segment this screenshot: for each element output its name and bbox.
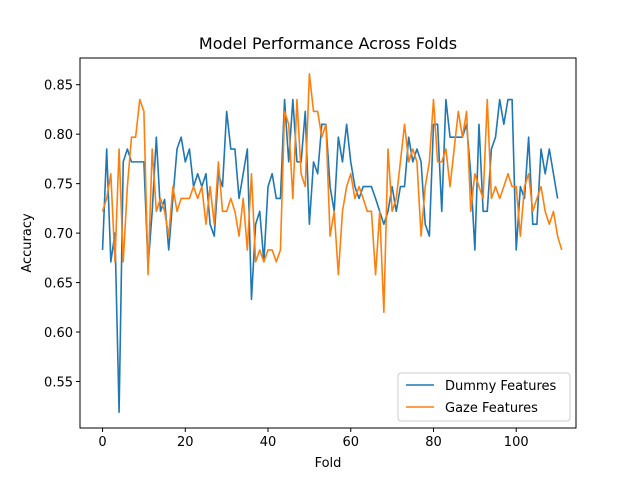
legend-box xyxy=(397,372,571,422)
x-tick-label: 20 xyxy=(177,435,194,450)
x-axis-label: Fold xyxy=(315,456,342,471)
axes-frame xyxy=(79,57,577,429)
chart-title: Model Performance Across Folds xyxy=(199,34,457,53)
y-axis-label: Accuracy xyxy=(20,213,35,273)
series-line-gaze-features xyxy=(101,73,563,314)
x-tick-label: 60 xyxy=(342,435,359,450)
x-axis-ticks: 0 20 40 60 80 100 xyxy=(98,428,529,450)
x-tick-label: 80 xyxy=(425,435,442,450)
y-tick-label: 0.55 xyxy=(44,376,73,391)
x-tick-label: 100 xyxy=(504,435,529,450)
y-tick-label: 0.60 xyxy=(44,326,73,341)
series-line-dummy-features xyxy=(101,98,559,413)
y-tick-label: 0.70 xyxy=(44,227,73,242)
plot-lines xyxy=(101,73,563,413)
x-tick-label: 40 xyxy=(260,435,277,450)
y-tick-label: 0.75 xyxy=(44,178,73,193)
y-axis-ticks: 0.55 0.60 0.65 0.70 0.75 0.80 0.85 xyxy=(44,79,80,391)
legend-label-dummy-features: Dummy Features xyxy=(445,379,557,394)
y-tick-label: 0.85 xyxy=(44,79,73,94)
legend-label-gaze-features: Gaze Features xyxy=(445,401,538,416)
y-tick-label: 0.80 xyxy=(44,128,73,143)
legend: Dummy Features Gaze Features xyxy=(397,372,571,422)
y-tick-label: 0.65 xyxy=(44,277,73,292)
x-tick-label: 0 xyxy=(98,435,106,450)
